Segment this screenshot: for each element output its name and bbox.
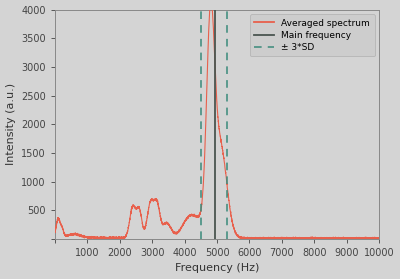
- Y-axis label: Intensity (a.u.): Intensity (a.u.): [6, 83, 16, 165]
- X-axis label: Frequency (Hz): Frequency (Hz): [175, 263, 259, 273]
- Legend: Averaged spectrum, Main frequency, ± 3*SD: Averaged spectrum, Main frequency, ± 3*S…: [250, 14, 375, 56]
